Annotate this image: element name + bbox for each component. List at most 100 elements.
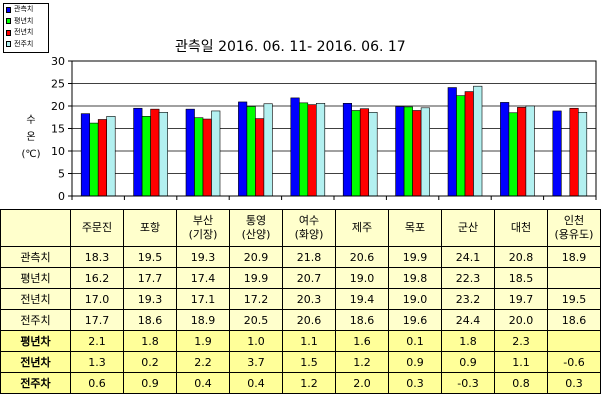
table-row: 전주치 17.7 18.6 18.9 20.5 20.6 18.6 19.6 24.4 20.0 1… [0, 309, 601, 331]
table-cell: 22.3 [441, 267, 495, 289]
table-cell: 20.0 [494, 309, 548, 331]
table-cell: 17.7 [70, 309, 124, 331]
table-header-cell: 인천 (용유도) [547, 209, 601, 247]
bar [368, 112, 378, 197]
table-row: 전년치 17.0 19.3 17.1 17.2 20.3 19.4 19.0 23.2 19.7 1… [0, 288, 601, 310]
table-cell: -0.3 [441, 372, 495, 394]
table-cell: 19.0 [335, 267, 389, 289]
table-header-text: 인천 (용유도) [554, 214, 594, 241]
table-header-text: 여수 (화양) [294, 214, 324, 241]
legend-entry: 전주치 [4, 39, 48, 51]
table-header-cell: 주문진 [70, 209, 124, 247]
chart-title: 관측일 2016. 06. 11- 2016. 06. 17 [175, 39, 406, 55]
table-cell: 19.3 [123, 288, 177, 310]
table-cell: 0.8 [494, 372, 548, 394]
bar [246, 106, 256, 197]
bar [133, 107, 143, 197]
bar [395, 106, 405, 197]
bar [202, 118, 212, 197]
bar [194, 117, 204, 197]
bar [473, 85, 483, 197]
table-cell: 0.4 [176, 372, 230, 394]
legend-label: 전주치 [14, 39, 34, 48]
table-cell: 1.8 [441, 330, 495, 352]
bar [403, 106, 413, 197]
bar [569, 107, 579, 197]
bar [263, 103, 273, 197]
table-cell: 18.6 [123, 309, 177, 331]
bar [517, 107, 527, 197]
table-header-cell: 제주 [335, 209, 389, 247]
table-cell: 18.9 [176, 309, 230, 331]
table-cell: 2.2 [176, 351, 230, 373]
table-cell: 19.7 [494, 288, 548, 310]
table-cell: 2.1 [70, 330, 124, 352]
table-cell: 0.9 [441, 351, 495, 373]
table-cell: 18.9 [547, 246, 601, 268]
table-cell: 0.4 [229, 372, 283, 394]
legend-swatch [6, 6, 11, 13]
table-cell: 20.8 [494, 246, 548, 268]
table-cell: 0.1 [388, 330, 442, 352]
table-cell: 3.7 [229, 351, 283, 373]
table-cell: 18.3 [70, 246, 124, 268]
table-cell: 20.9 [229, 246, 283, 268]
legend-swatch [6, 18, 11, 25]
table-cell: 18.6 [335, 309, 389, 331]
table-cell: 1.6 [335, 330, 389, 352]
table-header-text: 포항 [139, 221, 161, 234]
table-cell: 23.2 [441, 288, 495, 310]
table-cell: 17.7 [123, 267, 177, 289]
bar [185, 108, 195, 197]
bar [298, 102, 309, 197]
table-cell: 19.5 [123, 246, 177, 268]
y-axis-label-line: 수 [26, 115, 36, 126]
table-cell: 0.2 [123, 351, 177, 373]
chart-legend: 관측치 평년치 전년치 전주치 [3, 3, 49, 53]
legend-entry: 평년치 [4, 16, 48, 28]
table-cell: 1.8 [123, 330, 177, 352]
table-row: 평년치 16.2 17.7 17.4 19.9 20.7 19.0 19.8 22.3 18.5 [0, 267, 601, 289]
bar [464, 91, 474, 197]
table-cell: 0.9 [388, 351, 442, 373]
table-cell: 17.0 [70, 288, 124, 310]
bar [238, 101, 248, 197]
bar [80, 113, 90, 197]
table-cell: 24.4 [441, 309, 495, 331]
table-row-label: 평년치 [0, 267, 71, 289]
table-cell: 20.3 [282, 288, 336, 310]
legend-swatch [6, 41, 11, 48]
bar [447, 87, 457, 197]
bar [342, 103, 353, 197]
table-cell: 17.4 [176, 267, 230, 289]
table-cell: 19.8 [388, 267, 442, 289]
bar [456, 95, 466, 197]
bar [141, 116, 151, 197]
y-tick-label: 20 [51, 100, 65, 113]
table-header-cell: 통영 (산양) [229, 209, 283, 247]
table-header-cell: 목포 [388, 209, 442, 247]
y-tick-label: 30 [51, 55, 65, 68]
bar [525, 105, 535, 197]
bar [150, 108, 160, 197]
legend-entry: 관측치 [4, 4, 48, 16]
bar [89, 122, 99, 197]
table-cell: 20.6 [335, 246, 389, 268]
table-cell: 19.9 [229, 267, 283, 289]
table-cell: 24.1 [441, 246, 495, 268]
table-row: 평년차 2.1 1.8 1.9 1.0 1.1 1.6 0.1 1.8 2.3 [0, 330, 601, 352]
table-cell: 17.1 [176, 288, 230, 310]
bar [211, 110, 221, 197]
table-cell: 20.6 [282, 309, 336, 331]
bar [158, 112, 168, 197]
table-row: 전주차 0.6 0.9 0.4 0.4 1.2 2.0 0.3 -0.3 0.8 0.3 [0, 372, 601, 394]
table-header-text: 통영 (산양) [241, 214, 271, 241]
legend-entry: 전년치 [4, 27, 48, 39]
table-row: 관측치 18.3 19.5 19.3 20.9 21.8 20.6 19.9 24.1 20.8 1… [0, 246, 601, 268]
table-cell: 0.3 [388, 372, 442, 394]
table-cell: 1.2 [335, 351, 389, 373]
bar [500, 102, 510, 197]
y-tick-label: 5 [58, 168, 65, 181]
legend-label: 관측치 [14, 5, 34, 13]
table-row: 전년차 1.3 0.2 2.2 3.7 1.5 1.2 0.9 0.9 1.1 -0.6 [0, 351, 601, 373]
